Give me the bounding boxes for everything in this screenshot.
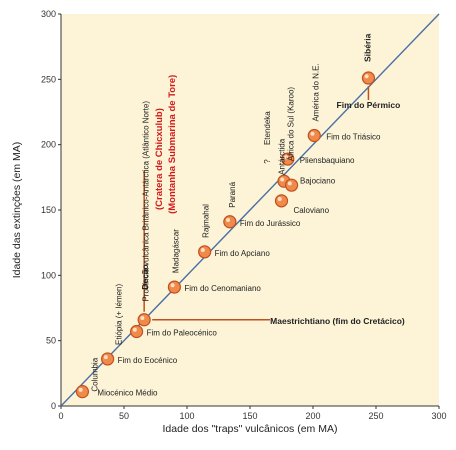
trap-label: África do Sul (Karoo) xyxy=(287,87,296,162)
data-point xyxy=(130,324,144,339)
y-axis-title: Idade das extinções (em MA) xyxy=(11,142,23,279)
x-tick-label: 50 xyxy=(119,411,129,421)
data-point xyxy=(101,352,115,366)
data-point-highlight xyxy=(284,155,288,160)
data-point xyxy=(284,178,299,192)
y-tick-label: 0 xyxy=(51,401,56,411)
data-point-highlight xyxy=(140,315,145,320)
data-point-highlight xyxy=(170,283,175,288)
extinction-label: Bajociano xyxy=(300,176,336,185)
x-tick-label: 100 xyxy=(179,411,194,421)
x-tick-label: 200 xyxy=(305,411,320,421)
data-point-highlight xyxy=(280,177,285,182)
x-tick-label: 150 xyxy=(242,411,257,421)
data-point-highlight xyxy=(103,355,108,360)
extinction-label: Fim do Cenomaniano xyxy=(184,284,261,293)
trap-label: Sibéria xyxy=(362,33,372,62)
x-axis-title: Idade dos "traps" vulcânicos (em MA) xyxy=(163,423,338,435)
trap-label: Antárctida xyxy=(278,138,287,175)
data-point xyxy=(167,280,181,294)
data-point-highlight xyxy=(226,217,231,222)
extinction-label: Fim do Apciano xyxy=(215,249,271,258)
y-tick-label: 150 xyxy=(41,205,56,215)
data-point xyxy=(307,128,321,143)
data-point xyxy=(274,194,289,208)
y-tick-label: 300 xyxy=(41,9,56,19)
trap-label: Rajmahal xyxy=(202,204,211,238)
data-point-highlight xyxy=(200,248,205,253)
y-tick-label: 250 xyxy=(41,74,56,84)
trap-label: Paraná xyxy=(228,181,237,207)
extinction-label: Caloviano xyxy=(294,206,330,215)
reference-line xyxy=(60,13,440,407)
data-point xyxy=(75,385,90,399)
trap-label: Madagáscar xyxy=(171,229,180,273)
extinction-label: Fim do Jurássico xyxy=(240,219,301,228)
ticks: 0 50 100 150 200 250 300 0 50 100 150 200 250 300 xyxy=(41,9,447,421)
extinction-label: Fim do Triásico xyxy=(326,133,381,142)
leaders xyxy=(143,86,370,321)
data-point xyxy=(137,313,151,327)
data-point-highlight xyxy=(287,181,292,186)
y-tick-label: 100 xyxy=(41,270,56,280)
extinction-label: Fim do Paleocénico xyxy=(147,329,218,338)
trap-label: Etendeka xyxy=(263,111,272,145)
data-point xyxy=(223,215,237,229)
data-point-highlight xyxy=(364,74,369,79)
trap-label: América do N.E. xyxy=(311,63,320,121)
points xyxy=(75,71,376,399)
annotation-label: (Cratera de Chicxulub) xyxy=(154,108,165,210)
trap-label: Decão xyxy=(140,264,150,290)
data-point xyxy=(361,71,376,85)
x-tick-label: 0 xyxy=(58,411,63,421)
data-point-highlight xyxy=(310,131,315,136)
extinction-label: Pliensbaquiano xyxy=(300,156,355,165)
extinction-label: Fim do Pérmico xyxy=(337,100,401,110)
extinction-label: Fim do Eocénico xyxy=(118,356,178,365)
extinction-label: Maestrichtiano (fim do Cretácico) xyxy=(270,316,405,326)
extinction-label: Miocénico Médio xyxy=(97,389,158,398)
trap-label: ? xyxy=(263,159,272,164)
data-point-highlight xyxy=(277,197,282,202)
x-tick-label: 300 xyxy=(431,411,446,421)
data-point xyxy=(198,245,212,259)
trap-label: Província vulcânica Britânico-Antárctica… xyxy=(142,101,151,302)
data-point-highlight xyxy=(78,387,83,392)
annotation-label: (Montanha Submarina de Tore) xyxy=(167,75,178,214)
trap-label: Etiópia (+ Iémen) xyxy=(115,283,124,344)
trap-label: Columbia xyxy=(90,357,99,391)
x-tick-label: 250 xyxy=(368,411,383,421)
y-tick-label: 50 xyxy=(46,336,56,346)
data-point-highlight xyxy=(132,327,137,332)
y-tick-label: 200 xyxy=(41,140,56,150)
